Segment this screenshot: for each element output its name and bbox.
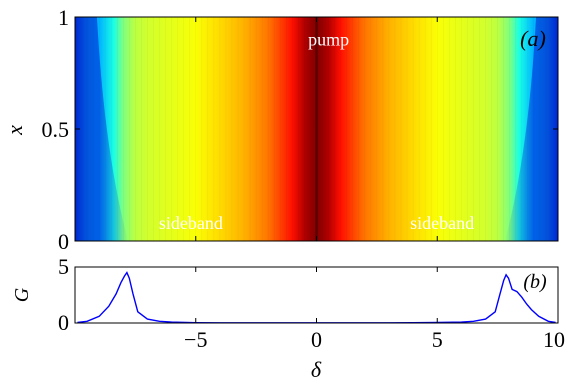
panel-b-xaxis: −5 0 5 10: [184, 267, 565, 352]
xtick-label: 5: [432, 327, 443, 352]
panel-a-yaxis: 00.51: [42, 5, 558, 254]
panel-b-frame: [74, 266, 559, 324]
annotation-label: sideband: [159, 213, 223, 233]
ytick-label: 1: [58, 5, 69, 30]
panel-a-ylabel: x: [2, 125, 27, 136]
panel-b: 05 −5 0 5 10 G δ (b): [11, 254, 565, 382]
panel-b-ylabel: G: [11, 287, 33, 302]
xtick-label: 10: [543, 327, 565, 352]
panel-a-annotations: pump sideband sideband: [159, 29, 474, 233]
series-line-gain: [77, 271, 556, 323]
heatmap-corner-left: [75, 17, 128, 241]
ytick-label: 5: [58, 254, 69, 279]
ytick-label: 0: [58, 229, 69, 254]
panel-b-yaxis: 05: [58, 254, 558, 335]
xtick-label: −5: [184, 327, 207, 352]
ytick-label: 0.5: [42, 117, 70, 142]
panel-b-xlabel: δ: [311, 357, 322, 382]
panel-b-label: (b): [523, 271, 547, 293]
panel-a-label: (a): [520, 26, 546, 51]
ytick-label: 0: [58, 310, 69, 335]
annotation-label: pump: [308, 29, 349, 49]
heatmap-corner-right: [505, 17, 558, 241]
annotation-label: sideband: [410, 213, 474, 233]
xtick-label: 0: [311, 327, 322, 352]
